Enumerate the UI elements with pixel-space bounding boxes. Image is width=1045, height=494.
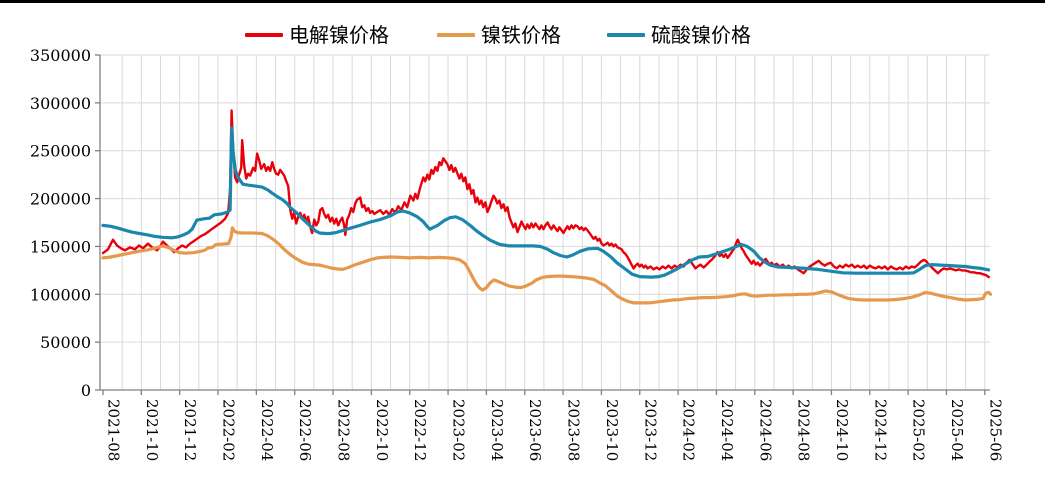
legend-label-nickel-sulfate: 硫酸镍价格	[651, 23, 751, 47]
y-tick-label: 150000	[30, 237, 91, 256]
legend-item-nickel-sulfate: 硫酸镍价格	[607, 24, 751, 46]
series-line-硫酸镍价格	[101, 126, 991, 279]
x-tick-label: 2022-12	[411, 399, 429, 461]
x-tick-label: 2022-06	[296, 399, 314, 461]
x-tick-label: 2023-08	[565, 399, 583, 461]
y-tick-label: 250000	[30, 142, 91, 161]
x-tick-label: 2024-10	[833, 399, 851, 461]
x-tick-label: 2021-10	[143, 399, 161, 461]
x-tick-label: 2023-10	[603, 399, 621, 461]
x-tick-label: 2021-12	[181, 399, 199, 461]
y-tick-label: 100000	[30, 285, 91, 304]
x-tick-label: 2024-04	[718, 399, 736, 461]
x-tick-label: 2024-02	[680, 399, 698, 461]
electrolytic-nickel-line-swatch	[245, 33, 283, 37]
x-tick-label: 2025-02	[910, 399, 928, 461]
series-line-镍铁价格	[101, 226, 993, 305]
x-tick-label: 2021-08	[105, 399, 123, 461]
x-tick-label: 2025-04	[948, 399, 966, 461]
y-tick-label: 200000	[30, 190, 91, 209]
legend-label-nickel-iron: 镍铁价格	[481, 23, 561, 47]
x-tick-label: 2022-08	[335, 399, 353, 461]
legend-item-nickel-iron: 镍铁价格	[437, 24, 561, 46]
top-border-line	[0, 0, 1045, 3]
x-tick-label: 2023-12	[641, 399, 659, 461]
x-tick-label: 2024-06	[756, 399, 774, 461]
y-tick-label: 50000	[40, 333, 91, 352]
series-line-电解镍价格	[101, 109, 990, 279]
x-tick-label: 2023-02	[450, 399, 468, 461]
legend-label-electrolytic-nickel: 电解镍价格	[289, 23, 389, 47]
y-tick-label: 0	[81, 381, 91, 400]
nickel-iron-line-swatch	[437, 33, 475, 37]
x-tick-label: 2022-10	[373, 399, 391, 461]
x-tick-label: 2022-04	[258, 399, 276, 461]
legend-item-electrolytic-nickel: 电解镍价格	[245, 24, 389, 46]
y-tick-label: 300000	[30, 94, 91, 113]
x-tick-label: 2023-04	[488, 399, 506, 461]
y-tick-label: 350000	[30, 46, 91, 65]
x-tick-label: 2025-06	[986, 399, 1004, 461]
x-tick-label: 2023-06	[526, 399, 544, 461]
x-tick-label: 2022-02	[220, 399, 238, 461]
x-tick-label: 2024-12	[871, 399, 889, 461]
x-tick-label: 2024-08	[795, 399, 813, 461]
chart-legend: 电解镍价格 镍铁价格 硫酸镍价格	[0, 24, 1045, 46]
nickel-sulfate-line-swatch	[607, 33, 645, 37]
